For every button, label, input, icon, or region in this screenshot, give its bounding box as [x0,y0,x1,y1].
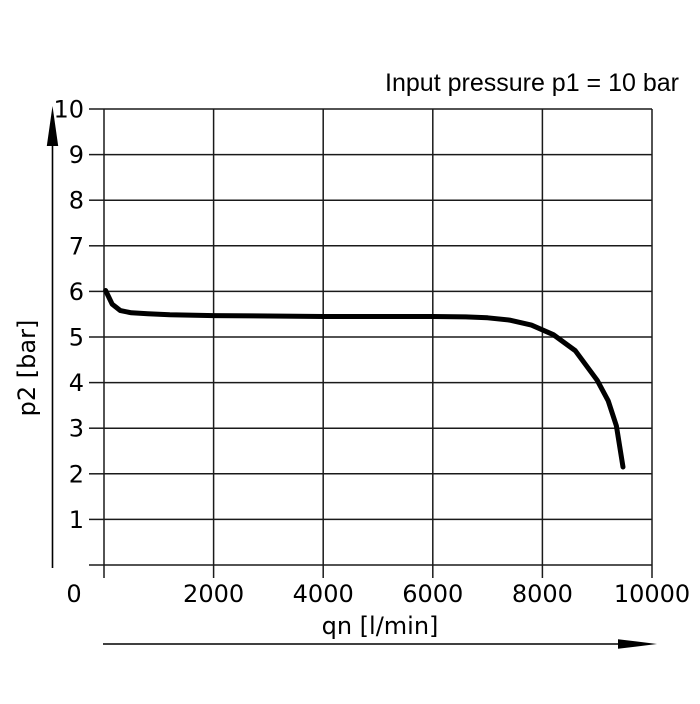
y-tick-label: 6 [69,278,84,306]
x-axis-arrowhead [618,639,657,649]
y-tick-label: 2 [69,460,84,488]
x-tick-label: 10000 [614,580,690,608]
y-tick-label: 7 [69,232,84,260]
x-tick-label: 8000 [512,580,573,608]
chart-title: Input pressure p1 = 10 bar [385,69,679,97]
y-tick-label: 10 [53,96,84,124]
x-tick-label: 4000 [293,580,354,608]
y-tick-label: 4 [69,369,84,397]
y-tick-label: 5 [69,324,84,352]
x-tick-label: 6000 [402,580,463,608]
y-tick-label: 1 [69,506,84,534]
pressure-curve [103,288,626,470]
y-tick-label: 8 [69,187,84,215]
y-axis-arrowhead [46,106,59,146]
x-axis-label: qn [l/min] [321,612,439,640]
y-tick-label: 3 [69,415,84,443]
y-tick-label: 9 [69,141,84,169]
x-tick-label: 0 [66,580,81,608]
x-tick-label: 2000 [183,580,244,608]
y-axis-label: p2 [bar] [13,319,41,417]
